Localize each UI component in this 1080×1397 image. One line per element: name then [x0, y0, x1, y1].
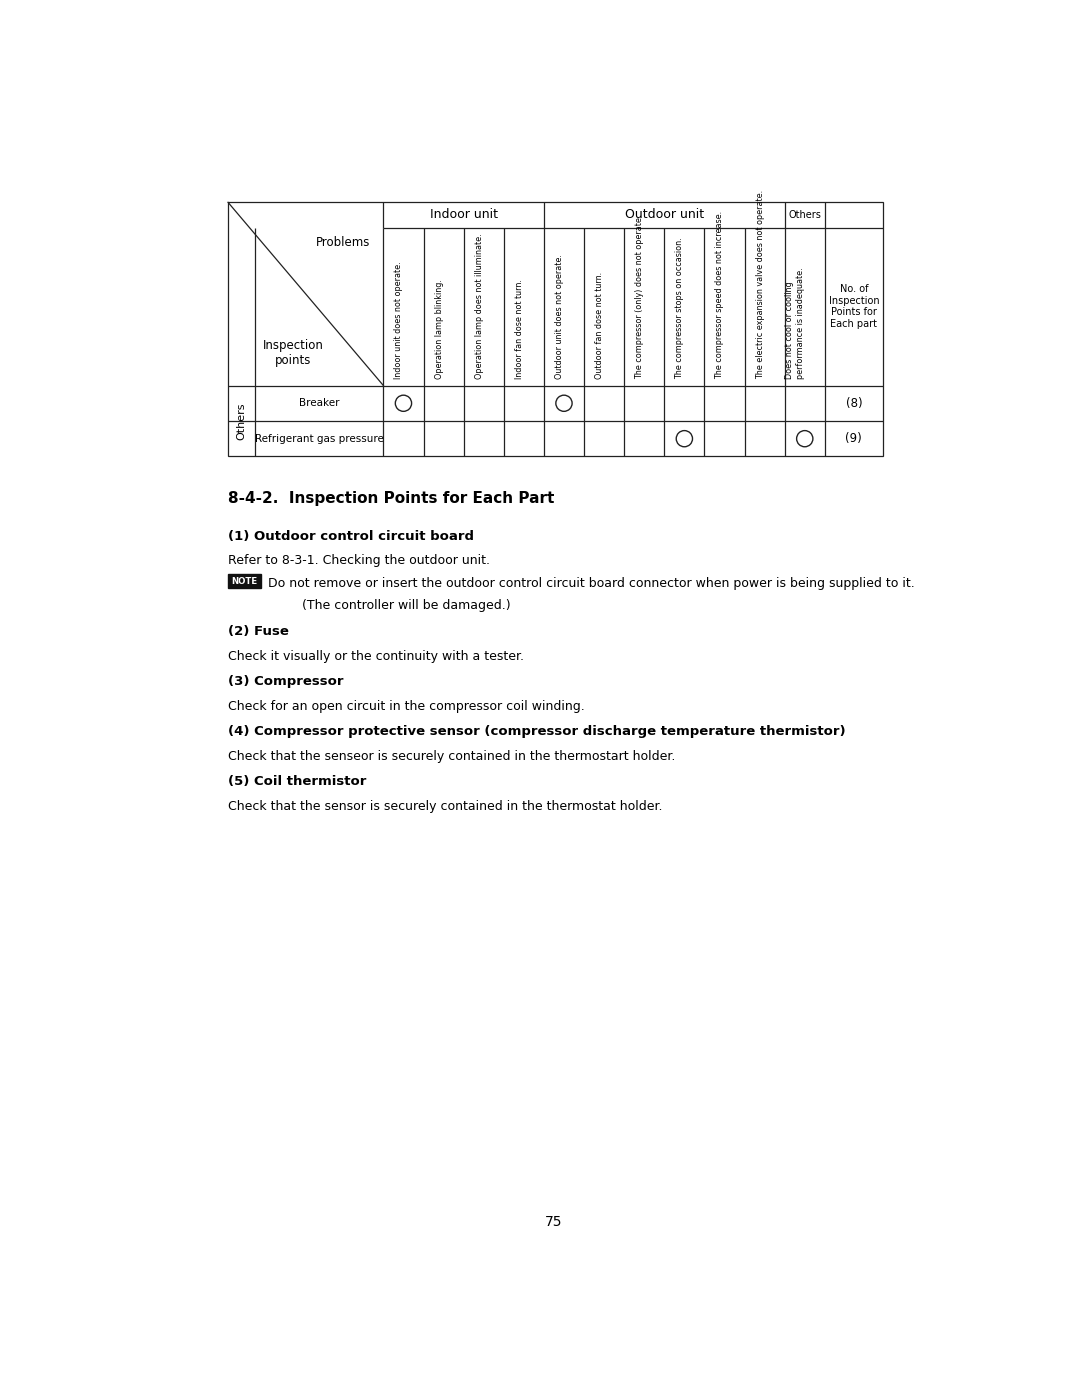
Text: Indoor fan dose not turn.: Indoor fan dose not turn. — [515, 279, 524, 380]
Text: The electric expansion valve does not operate.: The electric expansion valve does not op… — [756, 190, 765, 380]
Text: The compressor speed does not increase.: The compressor speed does not increase. — [715, 211, 725, 380]
Text: Check that the senseor is securely contained in the thermostart holder.: Check that the senseor is securely conta… — [228, 750, 675, 763]
Text: (8): (8) — [846, 397, 862, 409]
Text: Indoor unit does not operate.: Indoor unit does not operate. — [394, 261, 404, 380]
Text: Others: Others — [788, 210, 821, 219]
Text: (5) Coil thermistor: (5) Coil thermistor — [228, 775, 366, 788]
Text: Refer to 8-3-1. Checking the outdoor unit.: Refer to 8-3-1. Checking the outdoor uni… — [228, 555, 490, 567]
Text: Inspection
points: Inspection points — [262, 338, 324, 366]
Text: The compressor stops on occasion.: The compressor stops on occasion. — [675, 237, 685, 380]
Text: Does not cool or cooling
performance is inadequate.: Does not cool or cooling performance is … — [785, 268, 805, 380]
Text: Do not remove or insert the outdoor control circuit board connector when power i: Do not remove or insert the outdoor cont… — [268, 577, 915, 590]
Text: Breaker: Breaker — [299, 398, 339, 408]
Text: Operation lamp blinking.: Operation lamp blinking. — [434, 279, 444, 380]
Text: 75: 75 — [544, 1215, 563, 1229]
Text: NOTE: NOTE — [231, 577, 257, 585]
Text: (4) Compressor protective sensor (compressor discharge temperature thermistor): (4) Compressor protective sensor (compre… — [228, 725, 846, 738]
Text: (3) Compressor: (3) Compressor — [228, 675, 343, 689]
Text: Problems: Problems — [315, 236, 370, 249]
Text: (9): (9) — [846, 432, 862, 446]
Text: Check that the sensor is securely contained in the thermostat holder.: Check that the sensor is securely contai… — [228, 800, 662, 813]
Text: (The controller will be damaged.): (The controller will be damaged.) — [301, 599, 510, 612]
Text: Check for an open circuit in the compressor coil winding.: Check for an open circuit in the compres… — [228, 700, 584, 712]
Text: Outdoor fan dose not turn.: Outdoor fan dose not turn. — [595, 272, 604, 380]
Text: Operation lamp does not illuminate.: Operation lamp does not illuminate. — [475, 233, 484, 380]
Text: Outdoor unit does not operate.: Outdoor unit does not operate. — [555, 254, 564, 380]
FancyBboxPatch shape — [228, 574, 260, 588]
Text: Outdoor unit: Outdoor unit — [624, 208, 704, 222]
Text: The compressor (only) does not operate.: The compressor (only) does not operate. — [635, 215, 645, 380]
Text: Refrigerant gas pressure: Refrigerant gas pressure — [255, 433, 383, 444]
Text: (2) Fuse: (2) Fuse — [228, 624, 288, 638]
Text: Check it visually or the continuity with a tester.: Check it visually or the continuity with… — [228, 650, 524, 662]
Text: (1) Outdoor control circuit board: (1) Outdoor control circuit board — [228, 529, 474, 542]
Text: No. of
Inspection
Points for
Each part: No. of Inspection Points for Each part — [828, 284, 879, 330]
Text: Others: Others — [237, 402, 246, 440]
Text: Indoor unit: Indoor unit — [430, 208, 498, 222]
Bar — [228, 203, 882, 457]
Text: 8-4-2.  Inspection Points for Each Part: 8-4-2. Inspection Points for Each Part — [228, 490, 554, 506]
